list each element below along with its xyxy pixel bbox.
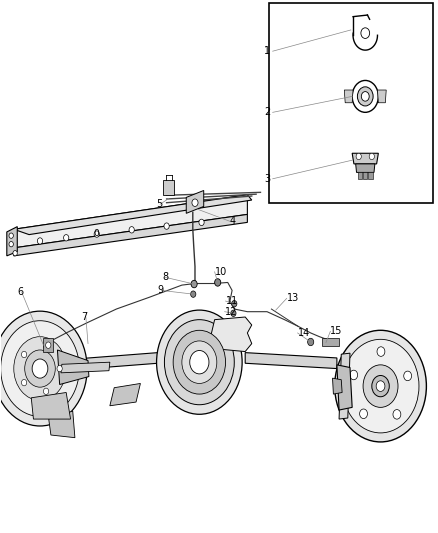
Circle shape [393, 409, 401, 419]
Text: 4: 4 [230, 216, 236, 227]
Circle shape [190, 351, 209, 374]
Polygon shape [363, 172, 367, 179]
Circle shape [57, 366, 62, 372]
Text: 10: 10 [215, 267, 227, 277]
Circle shape [215, 279, 221, 286]
Polygon shape [245, 353, 337, 368]
Polygon shape [57, 350, 89, 384]
Circle shape [357, 87, 373, 106]
Polygon shape [68, 353, 158, 370]
Text: 14: 14 [297, 328, 310, 338]
Circle shape [342, 340, 419, 433]
Polygon shape [49, 411, 75, 438]
Polygon shape [210, 317, 252, 352]
Circle shape [361, 92, 369, 101]
Polygon shape [344, 90, 353, 103]
Bar [269, 3, 433, 203]
Text: 3: 3 [265, 174, 271, 184]
Circle shape [129, 227, 134, 233]
Circle shape [307, 338, 314, 346]
Polygon shape [332, 378, 342, 394]
Polygon shape [14, 195, 247, 248]
Circle shape [360, 409, 367, 418]
Circle shape [1, 321, 79, 416]
Text: 13: 13 [287, 293, 299, 303]
Text: 2: 2 [264, 107, 271, 117]
Circle shape [372, 375, 389, 397]
Circle shape [199, 219, 204, 225]
Polygon shape [337, 365, 352, 410]
Circle shape [377, 347, 385, 357]
Circle shape [352, 80, 378, 112]
Circle shape [14, 337, 66, 400]
Circle shape [13, 251, 17, 256]
Text: 11: 11 [226, 296, 238, 306]
Circle shape [191, 280, 197, 288]
Circle shape [0, 311, 87, 426]
Text: 15: 15 [330, 326, 343, 336]
Circle shape [32, 359, 48, 378]
Circle shape [350, 370, 357, 379]
Polygon shape [368, 172, 373, 179]
Circle shape [369, 154, 374, 160]
Polygon shape [352, 154, 378, 164]
Circle shape [376, 381, 385, 391]
Polygon shape [358, 172, 362, 179]
Circle shape [43, 343, 49, 349]
Circle shape [232, 301, 237, 307]
Circle shape [21, 379, 27, 386]
Circle shape [361, 28, 370, 38]
Polygon shape [163, 180, 174, 195]
Polygon shape [378, 90, 386, 103]
Circle shape [46, 342, 51, 349]
Circle shape [231, 310, 236, 317]
Text: 0: 0 [94, 229, 99, 238]
Polygon shape [43, 338, 53, 352]
Circle shape [156, 310, 242, 414]
Circle shape [25, 350, 55, 387]
Polygon shape [7, 227, 17, 256]
Circle shape [64, 235, 69, 241]
Circle shape [164, 320, 234, 405]
Circle shape [191, 291, 196, 297]
Text: 9: 9 [158, 286, 164, 295]
Polygon shape [61, 362, 110, 373]
Polygon shape [356, 164, 375, 172]
Circle shape [9, 233, 13, 238]
Polygon shape [31, 392, 71, 419]
Circle shape [21, 351, 27, 358]
Circle shape [363, 365, 398, 407]
Circle shape [356, 154, 361, 160]
Polygon shape [14, 214, 247, 256]
Circle shape [9, 241, 13, 247]
Polygon shape [14, 195, 252, 235]
Polygon shape [186, 190, 204, 213]
Text: 1: 1 [265, 46, 271, 56]
Circle shape [192, 199, 198, 206]
Text: 5: 5 [155, 199, 162, 209]
Text: 8: 8 [162, 272, 168, 282]
Polygon shape [110, 383, 141, 406]
Circle shape [173, 330, 226, 394]
Circle shape [335, 330, 426, 442]
Text: 7: 7 [81, 312, 88, 322]
Polygon shape [321, 338, 339, 346]
Circle shape [94, 231, 99, 237]
Circle shape [43, 388, 49, 394]
Circle shape [182, 341, 217, 383]
Text: 6: 6 [17, 287, 23, 297]
Circle shape [164, 223, 169, 229]
Circle shape [404, 371, 412, 381]
Circle shape [37, 238, 42, 244]
Text: 12: 12 [225, 306, 237, 317]
Polygon shape [339, 353, 350, 419]
